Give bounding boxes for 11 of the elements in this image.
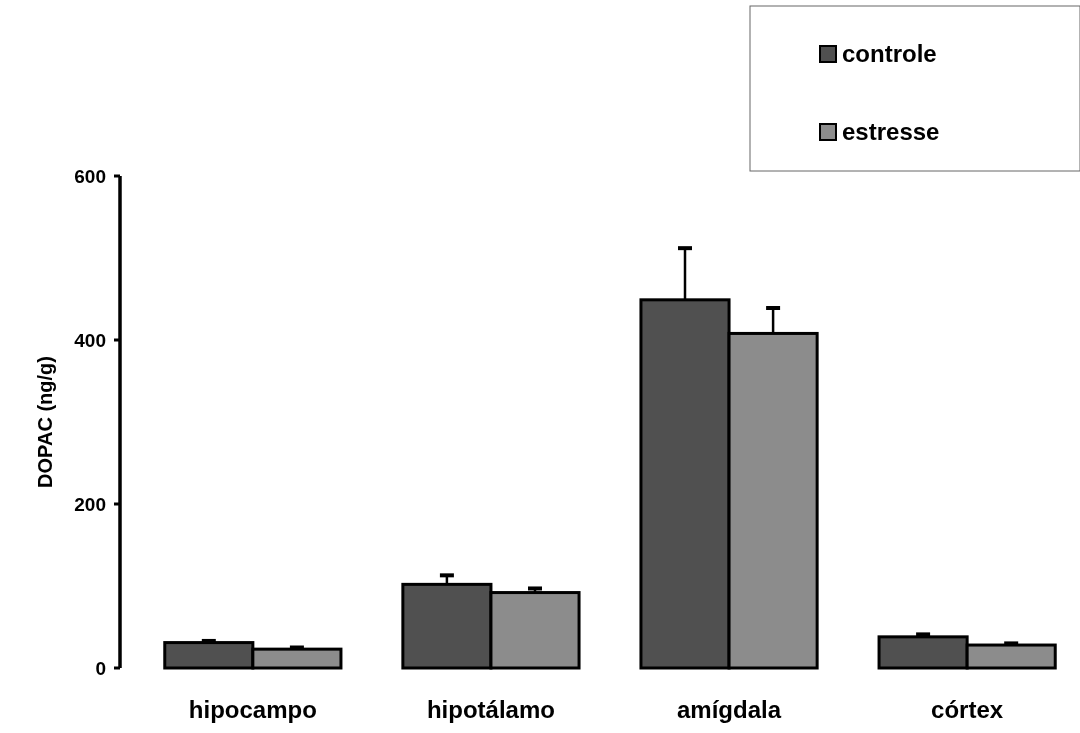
- y-tick-label: 400: [74, 329, 106, 351]
- y-tick-label: 200: [74, 493, 106, 515]
- legend-label: estresse: [842, 118, 940, 146]
- x-tick-label: córtex: [931, 696, 1004, 723]
- x-tick-label: hipocampo: [188, 696, 317, 723]
- y-axis-title: DOPAC (ng/g): [34, 356, 56, 488]
- x-tick-label: hipotálamo: [426, 696, 555, 723]
- legend-label: controle: [842, 40, 937, 68]
- y-tick-label: 600: [74, 165, 106, 187]
- x-tick-label: amígdala: [677, 696, 782, 723]
- y-tick-label: 0: [95, 657, 106, 679]
